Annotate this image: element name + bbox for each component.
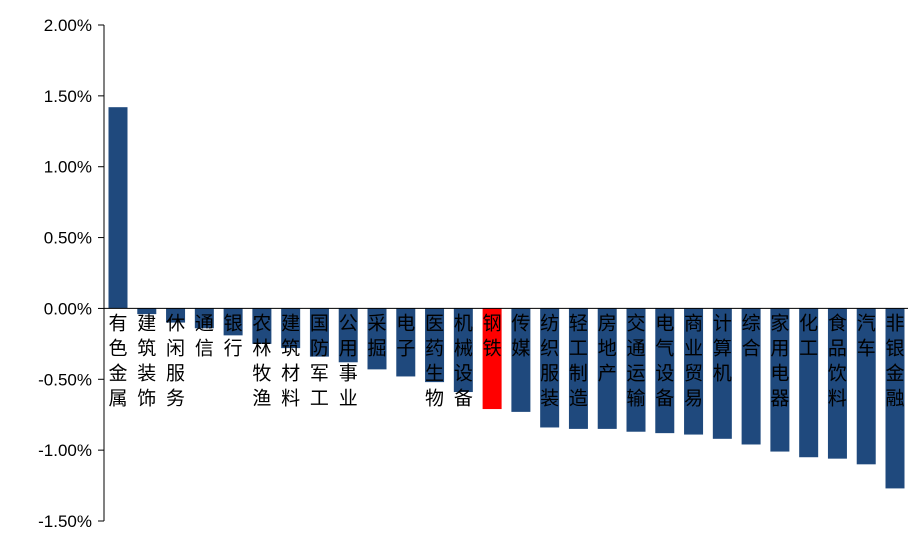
category-label: 国防军工 [310,312,329,409]
bar [109,107,128,308]
category-label: 房地产 [598,312,617,384]
y-tick-label: 1.50% [44,87,92,106]
category-label: 休闲服务 [166,312,185,409]
category-label: 有色金属 [108,312,127,409]
y-axis: 2.00% 1.50% 1.00% 0.50% 0.00% -0.50% -1.00% -1.… [38,16,104,531]
category-label: 计算机 [713,312,732,384]
y-tick-label: -1.50% [38,512,92,531]
category-label: 通信 [195,312,214,359]
category-label: 建筑装饰 [137,312,156,409]
category-label: 银行 [224,312,243,359]
category-label: 建筑材料 [281,312,300,409]
y-tick-label: -0.50% [38,370,92,389]
bars [109,107,905,488]
y-tick-label: 1.00% [44,158,92,177]
y-tick-label: 0.50% [44,229,92,248]
y-tick-label: 0.00% [44,299,92,318]
y-tick-label: -1.00% [38,441,92,460]
y-tick-label: 2.00% [44,16,92,35]
category-label: 农林牧渔 [252,312,271,409]
